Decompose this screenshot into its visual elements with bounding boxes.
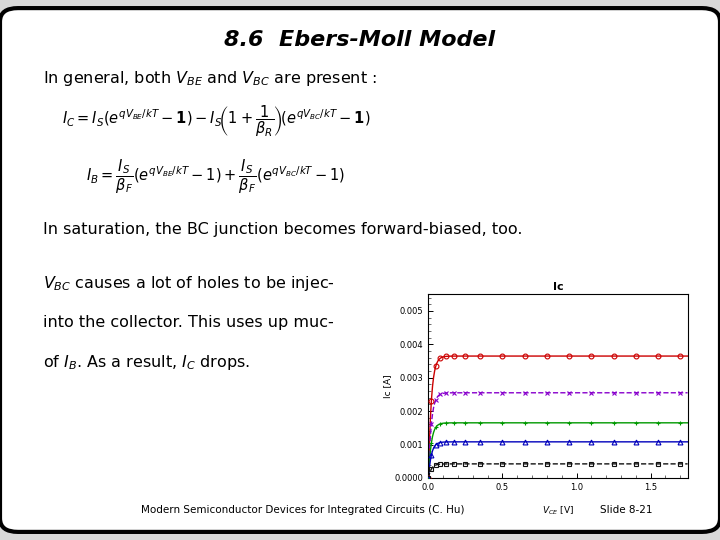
FancyBboxPatch shape bbox=[0, 8, 720, 532]
Text: 8.6  Ebers-Moll Model: 8.6 Ebers-Moll Model bbox=[225, 30, 495, 51]
Y-axis label: Ic [A]: Ic [A] bbox=[383, 374, 392, 398]
Text: $I_B = \dfrac{I_S}{\beta_F}(e^{qV_{BE}/kT}-1)+\dfrac{I_S}{\beta_F}(e^{qV_{BC}/kT: $I_B = \dfrac{I_S}{\beta_F}(e^{qV_{BE}/k… bbox=[86, 158, 346, 196]
Text: In saturation, the BC junction becomes forward-biased, too.: In saturation, the BC junction becomes f… bbox=[43, 222, 523, 237]
Text: Modern Semiconductor Devices for Integrated Circuits (C. Hu): Modern Semiconductor Devices for Integra… bbox=[140, 505, 464, 515]
Text: of $I_B$. As a result, $I_C$ drops.: of $I_B$. As a result, $I_C$ drops. bbox=[43, 353, 251, 372]
Text: $I_C = I_S(e^{qV_{BE}/kT}-\mathbf{1})- I_S\!\left(1+\dfrac{1}{\beta_R}\right)\!(: $I_C = I_S(e^{qV_{BE}/kT}-\mathbf{1})- I… bbox=[62, 104, 370, 139]
Title: Ic: Ic bbox=[553, 282, 563, 292]
Text: into the collector. This uses up muc-: into the collector. This uses up muc- bbox=[43, 315, 334, 330]
Text: Slide 8-21: Slide 8-21 bbox=[600, 505, 652, 515]
Text: $V_{BC}$ causes a lot of holes to be injec-: $V_{BC}$ causes a lot of holes to be inj… bbox=[43, 274, 335, 293]
Text: In general, both $V_{BE}$ and $V_{BC}$ are present :: In general, both $V_{BE}$ and $V_{BC}$ a… bbox=[43, 69, 377, 88]
Text: $V_{CE}$ [V]: $V_{CE}$ [V] bbox=[542, 505, 574, 517]
